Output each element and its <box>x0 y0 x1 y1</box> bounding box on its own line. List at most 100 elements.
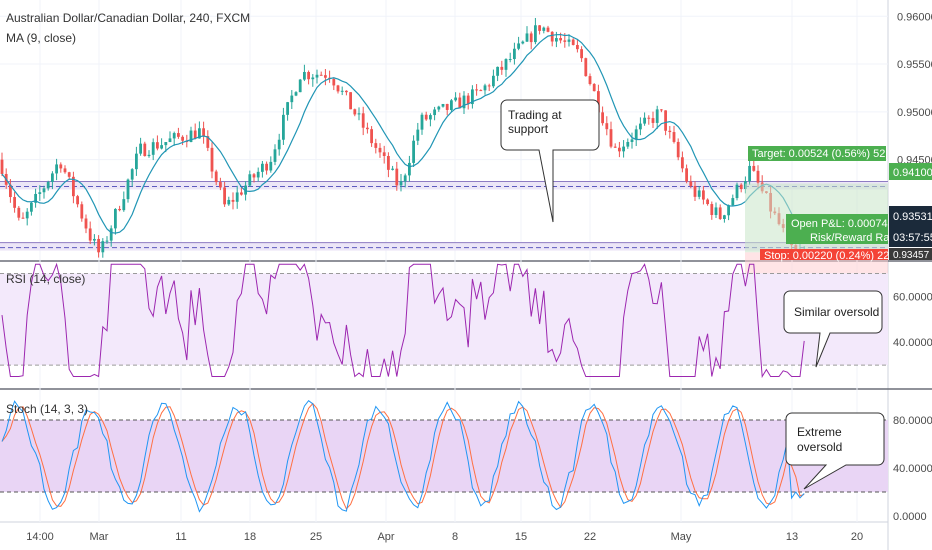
candle-body <box>51 173 54 182</box>
candle-body <box>643 117 646 124</box>
candle-body <box>727 205 730 216</box>
target-price-box <box>889 163 932 180</box>
candle-body <box>706 199 709 205</box>
candle-body <box>437 106 441 110</box>
candle-body <box>571 39 575 45</box>
candle-body <box>718 207 722 220</box>
candle-body <box>252 174 256 178</box>
candle-body <box>324 75 327 78</box>
candle-body <box>353 109 357 115</box>
candle-body <box>55 164 58 174</box>
candle-body <box>483 85 487 91</box>
stop-price-box <box>889 248 932 260</box>
candle-body <box>613 146 617 148</box>
candle-body <box>311 77 315 80</box>
candle-body <box>563 40 567 42</box>
candle-body <box>105 240 109 242</box>
candle-body <box>67 172 71 177</box>
countdown-label: 03:57:55 <box>893 232 932 244</box>
candle-body <box>88 228 92 241</box>
rsi-legend: RSI (14, close) <box>6 272 85 286</box>
candle-body <box>521 41 525 44</box>
candle-body <box>567 39 571 42</box>
moving-average-line <box>1 33 805 235</box>
candle-body <box>433 109 436 116</box>
candle-body <box>756 170 760 183</box>
candle-body <box>391 168 394 170</box>
candle-body <box>17 207 21 218</box>
candle-body <box>458 97 462 109</box>
candle-body <box>0 159 4 174</box>
candle-body <box>261 163 264 172</box>
candle-body <box>46 181 50 189</box>
candle-body <box>525 33 529 42</box>
annotation-text: Similar oversold <box>794 305 879 319</box>
candle-body <box>198 128 201 139</box>
candle-body <box>59 164 63 169</box>
candle-body <box>193 130 197 139</box>
current-price-box <box>889 206 932 247</box>
stoch-k-line <box>1 400 805 513</box>
candle-body <box>235 192 239 202</box>
candle-body <box>286 102 289 115</box>
candle-body <box>546 27 550 32</box>
candle-body <box>298 79 302 93</box>
candle-body <box>139 143 142 154</box>
stop-label-box <box>760 249 888 260</box>
candle-body <box>693 185 697 197</box>
candle-body <box>731 198 735 206</box>
candle-body <box>219 182 222 188</box>
candle-body <box>214 171 218 183</box>
candle-body <box>559 38 562 41</box>
candle-body <box>626 141 630 147</box>
candle-body <box>441 103 445 107</box>
time-tick-label: 11 <box>175 531 186 543</box>
annotation-text: Extreme <box>797 425 842 439</box>
candle-body <box>147 154 151 157</box>
candle-body <box>538 25 541 31</box>
candle-body <box>378 147 382 153</box>
candle-body <box>307 71 310 80</box>
annotation-callout <box>783 290 883 368</box>
candle-body <box>471 89 474 105</box>
candle-body <box>601 112 604 124</box>
candle-body <box>513 48 516 60</box>
candle-body <box>21 217 25 219</box>
stoch-legend: Stoch (14, 3, 3) <box>6 402 88 416</box>
candle-body <box>240 192 243 195</box>
candle-body <box>660 109 663 111</box>
stoch-d-line <box>1 402 805 510</box>
candle-body <box>177 133 180 137</box>
time-tick-label: 13 <box>786 531 798 543</box>
time-tick-label: Apr <box>377 531 394 543</box>
candle-body <box>93 238 96 241</box>
candle-body <box>710 204 714 215</box>
current-price-label: 0.93531 <box>893 211 932 223</box>
candle-body <box>72 176 75 197</box>
candle-body <box>748 165 751 182</box>
chart-title: Australian Dollar/Canadian Dollar, 240, … <box>6 11 250 25</box>
rsi-tick-label: 60.0000 <box>893 291 932 303</box>
candle-body <box>605 123 609 130</box>
candle-body <box>387 155 390 170</box>
candle-body <box>109 228 113 241</box>
candle-body <box>210 147 214 172</box>
time-tick-label: 8 <box>452 531 458 543</box>
candle-body <box>357 113 361 115</box>
candle-body <box>248 174 252 186</box>
rsi-band <box>0 273 888 366</box>
time-tick-label: May <box>671 531 692 543</box>
candle-body <box>689 181 693 186</box>
candle-body <box>580 49 583 59</box>
time-tick-label: 15 <box>515 531 527 543</box>
candle-body <box>403 175 407 182</box>
candle-body <box>479 90 483 92</box>
candle-body <box>445 103 449 110</box>
candle-body <box>517 43 520 49</box>
candle-body <box>395 168 399 186</box>
candle-body <box>76 196 79 205</box>
candle-body <box>655 109 659 123</box>
candle-body <box>597 91 600 113</box>
candle-body <box>630 139 634 142</box>
